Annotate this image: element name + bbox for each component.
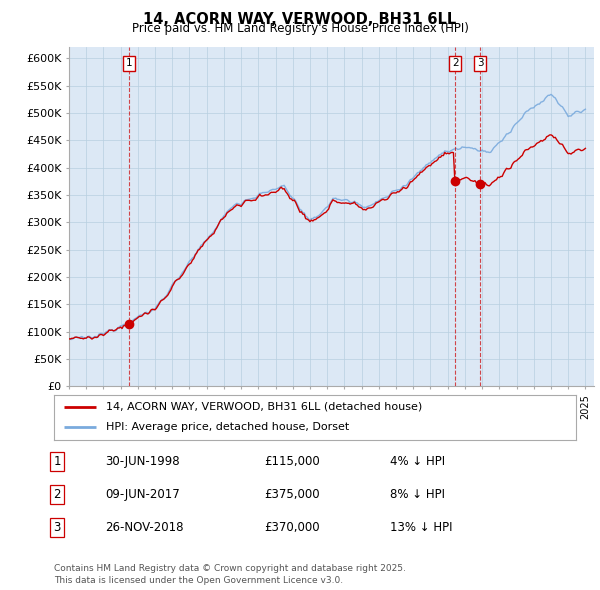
Text: 3: 3: [53, 521, 61, 534]
Text: 26-NOV-2018: 26-NOV-2018: [105, 521, 184, 534]
Text: 14, ACORN WAY, VERWOOD, BH31 6LL: 14, ACORN WAY, VERWOOD, BH31 6LL: [143, 12, 457, 27]
Text: 30-JUN-1998: 30-JUN-1998: [105, 455, 179, 468]
Text: £375,000: £375,000: [264, 488, 320, 501]
Text: £115,000: £115,000: [264, 455, 320, 468]
Text: 09-JUN-2017: 09-JUN-2017: [105, 488, 180, 501]
Text: 1: 1: [53, 455, 61, 468]
Text: 1: 1: [126, 58, 133, 68]
Text: 4% ↓ HPI: 4% ↓ HPI: [390, 455, 445, 468]
Text: 2: 2: [452, 58, 458, 68]
Text: 3: 3: [477, 58, 484, 68]
Text: 8% ↓ HPI: 8% ↓ HPI: [390, 488, 445, 501]
Text: Contains HM Land Registry data © Crown copyright and database right 2025.
This d: Contains HM Land Registry data © Crown c…: [54, 565, 406, 585]
Text: £370,000: £370,000: [264, 521, 320, 534]
Text: Price paid vs. HM Land Registry's House Price Index (HPI): Price paid vs. HM Land Registry's House …: [131, 22, 469, 35]
Text: HPI: Average price, detached house, Dorset: HPI: Average price, detached house, Dors…: [106, 422, 349, 432]
Text: 2: 2: [53, 488, 61, 501]
Text: 13% ↓ HPI: 13% ↓ HPI: [390, 521, 452, 534]
Text: 14, ACORN WAY, VERWOOD, BH31 6LL (detached house): 14, ACORN WAY, VERWOOD, BH31 6LL (detach…: [106, 402, 422, 412]
